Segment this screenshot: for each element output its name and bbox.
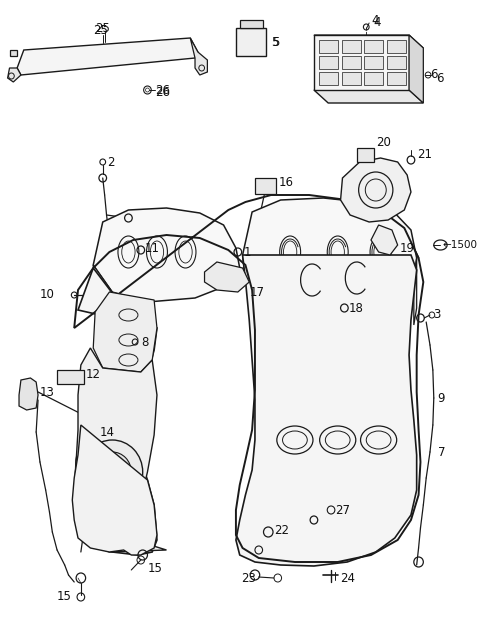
Text: 19: 19: [399, 242, 415, 254]
Text: 22: 22: [274, 524, 289, 536]
Text: 6: 6: [430, 68, 437, 82]
Polygon shape: [8, 68, 21, 82]
Bar: [341, 72, 360, 85]
Text: 10: 10: [40, 288, 55, 301]
Polygon shape: [93, 292, 157, 372]
Bar: [357, 148, 374, 162]
Bar: [364, 40, 384, 53]
Text: 6: 6: [436, 72, 443, 85]
Text: 4: 4: [373, 16, 381, 30]
Polygon shape: [93, 265, 112, 328]
Bar: [387, 72, 406, 85]
Text: 11: 11: [144, 242, 159, 254]
Text: 23: 23: [240, 571, 255, 585]
Polygon shape: [17, 38, 198, 75]
Text: 9: 9: [438, 391, 445, 404]
Polygon shape: [314, 35, 423, 48]
Polygon shape: [72, 425, 157, 555]
Text: 27: 27: [335, 504, 350, 516]
Bar: [387, 40, 406, 53]
Text: 26: 26: [155, 84, 170, 97]
Text: 3: 3: [433, 308, 440, 322]
Bar: [319, 56, 338, 69]
Text: 15: 15: [147, 561, 162, 575]
Polygon shape: [314, 90, 423, 103]
Bar: [255, 178, 276, 194]
Polygon shape: [204, 262, 249, 292]
Text: 13: 13: [40, 386, 55, 399]
Polygon shape: [236, 255, 417, 566]
Bar: [341, 56, 360, 69]
Bar: [57, 370, 84, 384]
Text: 7: 7: [438, 445, 445, 458]
Bar: [341, 40, 360, 53]
Bar: [236, 28, 266, 56]
Text: 1: 1: [243, 246, 251, 259]
Polygon shape: [74, 268, 157, 555]
Text: 14: 14: [100, 426, 115, 438]
Text: 25: 25: [95, 21, 110, 35]
Polygon shape: [93, 208, 240, 302]
Text: 12: 12: [85, 367, 101, 381]
Polygon shape: [341, 158, 411, 222]
Text: 24: 24: [341, 571, 356, 585]
Text: 17: 17: [249, 286, 264, 298]
Bar: [387, 56, 406, 69]
Polygon shape: [371, 225, 397, 255]
Text: 20: 20: [376, 136, 391, 149]
Text: 16: 16: [279, 175, 294, 188]
Text: 21: 21: [417, 148, 432, 161]
Bar: [364, 72, 384, 85]
Polygon shape: [190, 38, 207, 75]
Text: 5: 5: [271, 36, 278, 48]
Polygon shape: [19, 378, 38, 410]
Circle shape: [82, 440, 143, 504]
Text: 8: 8: [141, 335, 148, 349]
Text: 25: 25: [93, 23, 108, 36]
Text: 26: 26: [155, 87, 170, 99]
Bar: [240, 20, 263, 28]
Bar: [364, 56, 384, 69]
Text: 4: 4: [371, 13, 379, 26]
Polygon shape: [409, 35, 423, 103]
Bar: [319, 40, 338, 53]
Text: 18: 18: [349, 301, 364, 315]
Text: 5: 5: [272, 36, 279, 48]
Text: ←1500: ←1500: [443, 240, 477, 250]
Circle shape: [93, 452, 131, 492]
Text: 15: 15: [57, 590, 72, 604]
Polygon shape: [242, 198, 417, 308]
Polygon shape: [74, 348, 167, 552]
Polygon shape: [414, 258, 417, 325]
Bar: [319, 72, 338, 85]
Text: 2: 2: [108, 156, 115, 168]
Polygon shape: [10, 50, 17, 56]
Polygon shape: [314, 35, 409, 90]
